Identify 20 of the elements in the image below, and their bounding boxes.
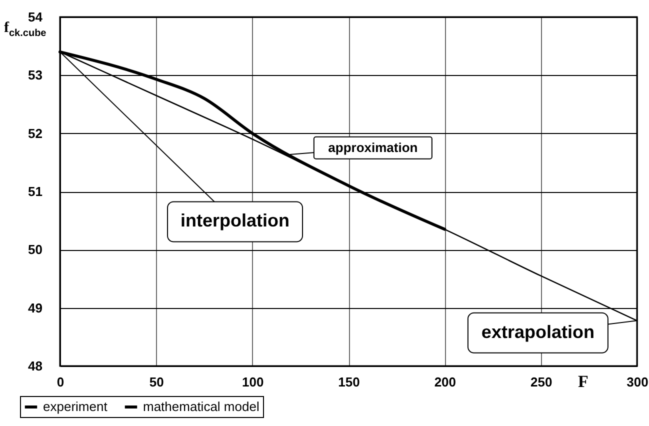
- legend-label: experiment: [43, 399, 108, 414]
- y-tick-label: 51: [28, 184, 42, 199]
- y-tick-label: 49: [28, 300, 42, 316]
- x-axis-title: F: [578, 372, 588, 392]
- x-tick-label: 150: [338, 374, 360, 390]
- annotation: approximation: [328, 140, 418, 155]
- x-tick-label: 200: [434, 374, 456, 390]
- y-tick-label: 54: [28, 10, 44, 24]
- x-tick-label: 300: [626, 374, 648, 390]
- y-tick-label: 50: [28, 242, 42, 258]
- y-tick-label: 53: [28, 68, 42, 83]
- y-tick-label: 52: [28, 126, 42, 141]
- x-tick-label: 0: [56, 374, 64, 390]
- y-tick-label: 48: [28, 358, 42, 374]
- legend-label: mathematical model: [143, 399, 260, 414]
- x-tick-label: 100: [242, 374, 264, 390]
- x-tick-label: 250: [530, 374, 552, 390]
- annotation: extrapolation: [481, 322, 594, 342]
- x-tick-label: 50: [149, 374, 164, 390]
- annotation: interpolation: [180, 210, 290, 231]
